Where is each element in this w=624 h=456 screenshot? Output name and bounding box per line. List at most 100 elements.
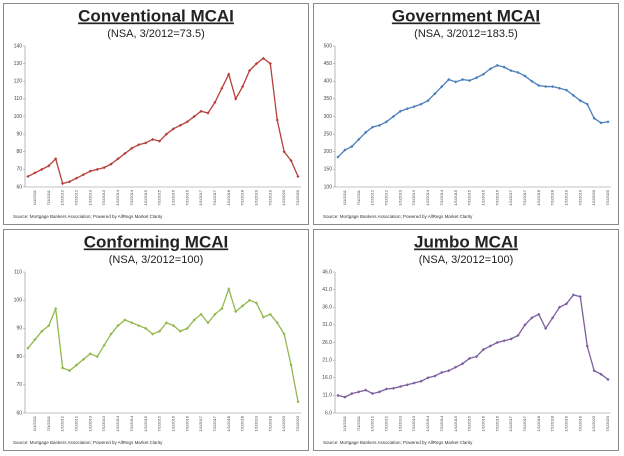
x-tick-label: 7/1/2015 — [157, 189, 162, 205]
data-point — [495, 340, 499, 345]
x-tick-label: 7/1/2014 — [129, 415, 134, 431]
data-point — [88, 352, 92, 356]
data-line — [337, 294, 609, 398]
y-tick-label: 400 — [324, 79, 333, 85]
data-point — [206, 321, 210, 325]
data-point — [102, 166, 106, 170]
data-point — [33, 338, 37, 342]
y-tick-label: 100 — [14, 298, 23, 304]
y-tick-label: 21.0 — [322, 357, 332, 363]
data-point — [178, 329, 182, 333]
chart-panel: Conforming MCAI (NSA, 3/2012=100) 60 70 80 90… — [3, 229, 309, 451]
x-tick-label: 7/1/2012 — [384, 415, 389, 431]
data-point — [67, 369, 72, 373]
data-point — [192, 114, 196, 119]
y-tick-label: 80 — [16, 354, 22, 360]
x-tick-label: 1/1/2016 — [480, 415, 485, 431]
chart-panel: Jumbo MCAI (NSA, 3/2012=100) 6.0 11.0 16.0 21… — [313, 229, 619, 451]
x-tick-label: 7/1/2015 — [467, 415, 472, 431]
x-tick-label: 7/1/2011 — [46, 189, 51, 205]
data-point — [398, 109, 402, 113]
x-tick-label: 1/1/2014 — [115, 415, 120, 431]
x-tick-label: 1/1/2014 — [425, 415, 430, 431]
x-tick-label: 1/1/2016 — [170, 189, 175, 205]
x-tick-label: 1/1/2012 — [60, 189, 65, 205]
data-point — [54, 157, 58, 161]
x-tick-label: 7/1/2014 — [439, 189, 444, 205]
data-point — [74, 363, 79, 367]
x-tick-label: 7/1/2019 — [267, 189, 272, 205]
x-tick-label: 1/1/2019 — [254, 189, 259, 205]
source-note: Source: Mortgage Bankers Association; Po… — [13, 214, 163, 219]
data-point — [405, 107, 409, 111]
data-point — [296, 400, 300, 404]
x-tick-label: 7/1/2011 — [356, 415, 361, 431]
x-tick-label: 1/1/2020 — [281, 189, 286, 205]
x-tick-label: 1/1/2012 — [370, 415, 375, 431]
data-point — [530, 79, 534, 83]
x-tick-label: 7/1/2012 — [74, 189, 79, 205]
x-tick-label: 1/1/2019 — [254, 415, 259, 431]
x-tick-label: 1/1/2011 — [342, 415, 347, 431]
data-point — [564, 88, 569, 92]
data-point — [592, 369, 596, 373]
x-tick-label: 1/1/2017 — [198, 415, 203, 431]
data-point — [33, 171, 37, 175]
data-point — [488, 67, 492, 71]
data-point — [95, 167, 99, 171]
y-tick-label: 250 — [324, 131, 333, 137]
x-tick-label: 7/1/2018 — [240, 189, 245, 205]
data-line — [27, 57, 299, 185]
y-tick-label: 150 — [324, 167, 333, 173]
data-point — [178, 123, 182, 127]
x-tick-label: 7/1/2011 — [46, 415, 51, 431]
panel-border — [313, 229, 619, 451]
x-tick-label: 1/1/2013 — [87, 189, 92, 205]
x-tick-label: 1/1/2011 — [32, 189, 37, 205]
data-point — [578, 99, 582, 103]
data-point — [516, 70, 520, 75]
data-point — [426, 376, 430, 380]
y-tick-label: 70 — [16, 167, 22, 173]
data-point — [557, 86, 562, 90]
chart-subtitle: (NSA, 3/2012=100) — [419, 254, 513, 266]
data-point — [599, 121, 603, 125]
data-point — [467, 78, 472, 83]
y-tick-label: 41.0 — [322, 287, 332, 293]
data-point — [282, 332, 286, 336]
data-point — [467, 356, 472, 360]
y-tick-label: 6.0 — [325, 410, 332, 416]
data-point — [282, 150, 286, 154]
y-tick-label: 16.0 — [322, 375, 332, 381]
data-point — [247, 69, 252, 73]
x-tick-label: 7/1/2019 — [577, 415, 582, 431]
y-tick-label: 450 — [324, 61, 333, 67]
chart-subtitle: (NSA, 3/2012=73.5) — [107, 28, 205, 40]
data-point — [537, 312, 541, 316]
data-point — [137, 143, 141, 147]
x-tick-label: 7/1/2013 — [411, 189, 416, 205]
chart-title: Government MCAI — [392, 6, 540, 25]
data-point — [447, 369, 451, 373]
data-point — [571, 93, 575, 97]
data-point — [585, 102, 589, 106]
x-tick-label: 7/1/2016 — [494, 189, 499, 205]
data-point — [433, 91, 437, 96]
data-point — [261, 315, 265, 319]
x-tick-label: 1/1/2011 — [342, 189, 347, 205]
x-tick-label: 7/1/2016 — [494, 415, 499, 431]
x-tick-label: 7/1/2018 — [550, 189, 555, 205]
x-tick-label: 7/1/2020 — [605, 189, 610, 205]
data-point — [220, 86, 224, 90]
data-point — [585, 344, 589, 348]
data-point — [377, 123, 382, 127]
data-point — [516, 333, 520, 338]
x-tick-label: 7/1/2019 — [577, 189, 582, 205]
data-point — [234, 97, 238, 101]
x-tick-label: 7/1/2013 — [411, 415, 416, 431]
x-tick-label: 1/1/2016 — [170, 415, 175, 431]
x-tick-label: 7/1/2017 — [212, 415, 217, 431]
chart-subtitle: (NSA, 3/2012=183.5) — [414, 28, 518, 40]
x-tick-label: 1/1/2012 — [370, 189, 375, 205]
x-tick-label: 1/1/2019 — [564, 415, 569, 431]
